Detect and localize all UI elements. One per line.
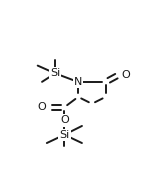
Text: Si: Si bbox=[50, 68, 60, 78]
Text: O: O bbox=[122, 69, 131, 80]
Text: Si: Si bbox=[59, 130, 70, 140]
Text: N: N bbox=[74, 77, 82, 87]
Text: O: O bbox=[37, 102, 46, 112]
Text: O: O bbox=[60, 115, 69, 125]
